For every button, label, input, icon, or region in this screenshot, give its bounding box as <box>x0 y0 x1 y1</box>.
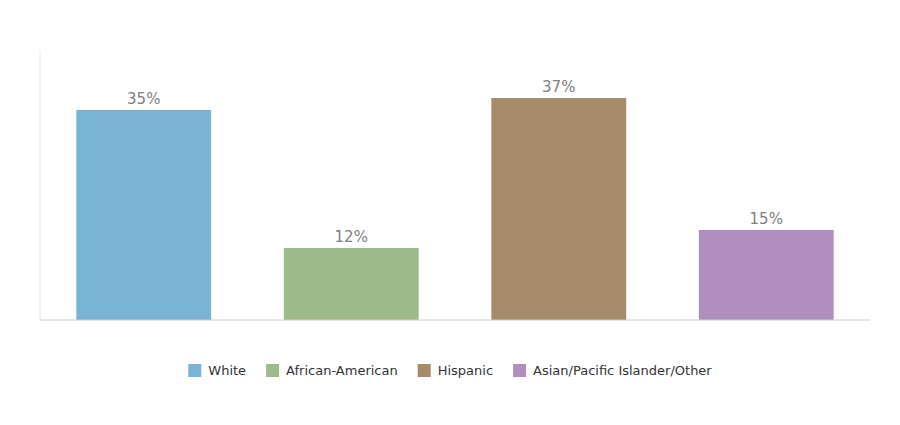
legend-label: African-American <box>286 363 398 378</box>
data-labels: 35% 12% 37% 15% <box>127 78 783 246</box>
bars <box>76 98 833 320</box>
bar <box>491 98 626 320</box>
data-label: 12% <box>335 228 368 246</box>
data-label: 15% <box>750 210 783 228</box>
legend-label: Hispanic <box>438 363 493 378</box>
legend-item: African-American <box>266 363 398 378</box>
legend-label: White <box>208 363 246 378</box>
legend-item: Hispanic <box>418 363 493 378</box>
data-label: 35% <box>127 90 160 108</box>
chart: 35% 12% 37% 15% White African-American Hispani… <box>0 0 900 425</box>
legend-swatch <box>266 364 279 377</box>
y-axis-line <box>40 50 41 320</box>
legend-swatch <box>418 364 431 377</box>
data-label: 37% <box>542 78 575 96</box>
legend-swatch <box>513 364 526 377</box>
legend-label: Asian/Pacific Islander/Other <box>533 363 712 378</box>
bar <box>76 110 211 320</box>
x-axis-line <box>40 320 870 321</box>
legend-item: Asian/Pacific Islander/Other <box>513 363 712 378</box>
legend-swatch <box>188 364 201 377</box>
legend-item: White <box>188 363 246 378</box>
bar <box>699 230 834 320</box>
legend: White African-American Hispanic Asian/Pacif… <box>188 363 712 378</box>
bar <box>284 248 419 320</box>
